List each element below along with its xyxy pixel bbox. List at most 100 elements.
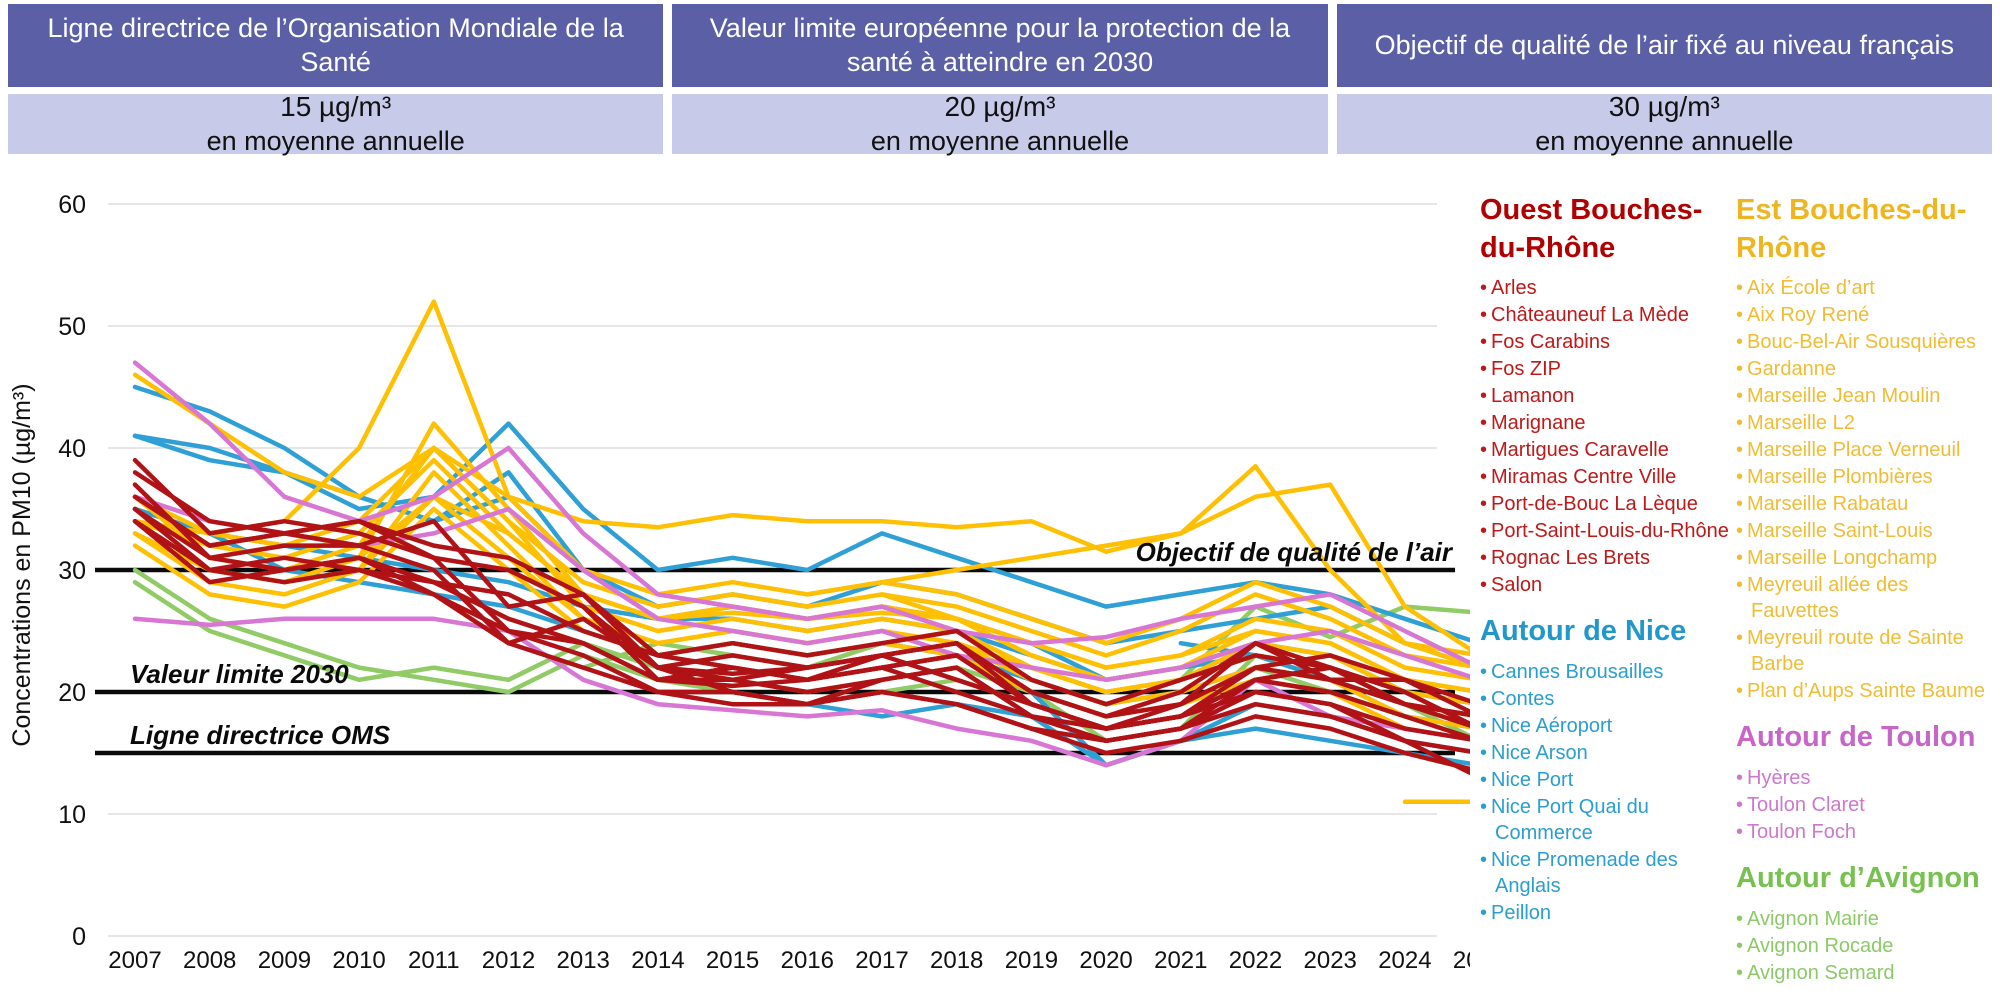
legend-item-fos-carabins: • Fos Carabins — [1480, 331, 1610, 354]
header-eu-value: 20 µg/m³ en moyenne annuelle — [672, 91, 1328, 156]
x-tick-label-2011: 2011 — [408, 947, 460, 974]
who-threshold-value: 15 µg/m³ — [280, 91, 392, 123]
legend-item-marseille-jean-moulin: • Marseille Jean Moulin — [1736, 385, 1941, 408]
legend-item-marseille-plombi-res: • Marseille Plombières — [1736, 466, 1933, 489]
legend-item-port-de-bouc-la-l-que: • Port-de-Bouc La Lèque — [1480, 493, 1698, 516]
fr-threshold-subtitle: en moyenne annuelle — [1535, 125, 1794, 156]
x-tick-label-2007: 2007 — [108, 947, 161, 974]
header-who-value: 15 µg/m³ en moyenne annuelle — [8, 91, 664, 156]
header-fr-title: Objectif de qualité de l’air fixé au niv… — [1336, 4, 1992, 87]
legend-item-nice-a-roport: • Nice Aéroport — [1480, 715, 1613, 738]
header-fr-value: 30 µg/m³ en moyenne annuelle — [1336, 91, 1992, 156]
legend-item-aix-roy-ren-: • Aix Roy René — [1736, 304, 1870, 327]
legend-item-lamanon: • Lamanon — [1480, 385, 1575, 408]
series-line-port-saint-louis-du-rh-ne — [506, 567, 1470, 731]
legend-column-2: Est Bouches-du-Rhône • Aix École d’art • A… — [1736, 192, 1996, 1001]
eu-threshold-subtitle: en moyenne annuelle — [870, 125, 1130, 156]
annotation-20: Valeur limite 2030 — [130, 659, 349, 689]
legend-item-marignane: • Marignane — [1480, 412, 1586, 435]
y-tick-label-50: 50 — [58, 313, 86, 341]
y-tick-label-0: 0 — [72, 923, 86, 951]
legend-group-title: Est Bouches-du-Rhône — [1736, 194, 1967, 264]
legend-group-autour-de-toulon: Autour de Toulon • Hyères • Toulon Claret •… — [1736, 719, 1996, 846]
legend-item-miramas-centre-ville: • Miramas Centre Ville — [1480, 466, 1677, 489]
series-line-rognac-les-brets — [655, 653, 1470, 731]
x-tick-label-2010: 2010 — [332, 947, 385, 974]
legend-item-nice-promenade-des-anglais: • Nice Promenade des Anglais — [1480, 849, 1678, 898]
legend-group-est-bouches-du-rh-ne: Est Bouches-du-Rhône • Aix École d’art • A… — [1736, 192, 1996, 705]
legend-item-toulon-foch: • Toulon Foch — [1736, 821, 1856, 844]
legend-item-meyreuil-all-e-des-fauvettes: • Meyreuil allée des Fauvettes — [1736, 574, 1909, 623]
legend-item-avignon-rocade: • Avignon Rocade — [1736, 934, 1894, 957]
y-tick-label-60: 60 — [58, 191, 86, 219]
who-threshold-subtitle: en moyenne annuelle — [206, 125, 465, 156]
legend-item-salon: • Salon — [1480, 574, 1543, 597]
header-eu-title: Valeur limite européenne pour la protect… — [672, 4, 1328, 87]
legend-item-marseille-place-verneuil: • Marseille Place Verneuil — [1736, 439, 1961, 462]
legend-item-martigues-caravelle: • Martigues Caravelle — [1480, 439, 1669, 462]
legend-item-marseille-l2: • Marseille L2 — [1736, 412, 1855, 435]
legend-item-plan-d-aups-sainte-baume: • Plan d’Aups Sainte Baume — [1736, 680, 1985, 703]
legend-item-contes: • Contes — [1480, 688, 1555, 711]
legend-item-peillon: • Peillon — [1480, 902, 1552, 925]
x-tick-label-2020: 2020 — [1079, 947, 1132, 974]
series-line-martigues-caravelle — [132, 506, 1470, 744]
legend-item-rognac-les-brets: • Rognac Les Brets — [1480, 547, 1650, 570]
legend-group-title: Ouest Bouches-du-Rhône — [1480, 194, 1703, 264]
x-tick-label-2024: 2024 — [1378, 947, 1431, 974]
y-tick-label-40: 40 — [58, 435, 86, 463]
x-tick-label-2013: 2013 — [557, 947, 610, 974]
legend-group-title: Autour d’Avignon — [1736, 862, 1980, 895]
x-tick-label-2017: 2017 — [855, 947, 908, 974]
legend-item-toulon-claret: • Toulon Claret — [1736, 794, 1865, 817]
eu-threshold-value: 20 µg/m³ — [944, 91, 1056, 123]
series-line-marseille-plombi-res — [132, 299, 1470, 657]
legend-group-title: Autour de Nice — [1480, 615, 1687, 648]
legend-column-1: Ouest Bouches-du-Rhône • Arles • Châteaune… — [1480, 192, 1732, 1001]
legend-item-meyreuil-route-de-sainte-barbe: • Meyreuil route de Sainte Barbe — [1736, 627, 1964, 676]
x-tick-label-2012: 2012 — [482, 947, 535, 974]
legend-item-nice-port-quai-du-commerce: • Nice Port Quai du Commerce — [1480, 796, 1649, 845]
legend-group-ouest-bouches-du-rh-ne: Ouest Bouches-du-Rhône • Arles • Châteaune… — [1480, 192, 1732, 599]
legend-item-gardanne: • Gardanne — [1736, 358, 1836, 381]
series-line-salon — [132, 518, 1470, 772]
legend-item-avignon-mairie: • Avignon Mairie — [1736, 907, 1879, 930]
x-tick-label-2021: 2021 — [1154, 947, 1207, 974]
y-tick-label-20: 20 — [58, 679, 86, 707]
legend-item-nice-port: • Nice Port — [1480, 769, 1574, 792]
x-tick-label-2008: 2008 — [183, 947, 236, 974]
legend-item-marseille-rabatau: • Marseille Rabatau — [1736, 493, 1909, 516]
pm10-line-chart: 0 10 20 30 40 50 60 2007 2008 2009 2010 2011 2012 201… — [8, 191, 1470, 974]
fr-threshold-value: 30 µg/m³ — [1608, 91, 1720, 123]
x-tick-label-2019: 2019 — [1005, 947, 1058, 974]
legend-item-fos-zip: • Fos ZIP — [1480, 358, 1562, 381]
legend-item-port-saint-louis-du-rh-ne: • Port-Saint-Louis-du-Rhône — [1480, 520, 1729, 543]
legend-item-ch-teauneuf-la-m-de: • Châteauneuf La Mède — [1480, 304, 1689, 327]
y-axis-title: Concentrations en PM10 (µg/m³) — [8, 383, 36, 746]
legend-item-nice-arson: • Nice Arson — [1480, 742, 1588, 765]
legend-item-arles: • Arles — [1480, 277, 1537, 300]
legend-item-bouc-bel-air-sousqui-res: • Bouc-Bel-Air Sousquières — [1736, 331, 1976, 354]
legend-item-aix-cole-d-art: • Aix École d’art — [1736, 277, 1875, 300]
x-tick-label-2016: 2016 — [781, 947, 834, 974]
legend-item-marseille-longchamp: • Marseille Longchamp — [1736, 547, 1938, 570]
x-tick-label-2014: 2014 — [631, 947, 684, 974]
legend-group-title: Autour de Toulon — [1736, 721, 1976, 754]
x-tick-label-2015: 2015 — [706, 947, 759, 974]
y-tick-label-10: 10 — [58, 801, 86, 829]
legend-group-autour-de-nice: Autour de Nice • Cannes Brousailles • Cont… — [1480, 613, 1732, 927]
series-line-marseille-l2 — [805, 482, 1470, 652]
x-tick-label-2023: 2023 — [1304, 947, 1357, 974]
y-tick-label-30: 30 — [58, 557, 86, 585]
legend-item-hy-res: • Hyères — [1736, 767, 1811, 790]
annotation-15: Ligne directrice OMS — [130, 720, 391, 750]
legend-item-cannes-brousailles: • Cannes Brousailles — [1480, 661, 1664, 684]
legend-group-autour-d-avignon: Autour d’Avignon • Avignon Mairie • Avigno… — [1736, 860, 1996, 987]
legend-item-avignon-semard: • Avignon Semard — [1736, 961, 1895, 984]
guideline-header: Ligne directrice de l’Organisation Mondi… — [0, 0, 2000, 158]
station-legend: Ouest Bouches-du-Rhône • Arles • Châteaune… — [1480, 192, 1996, 1001]
legend-item-marseille-saint-louis: • Marseille Saint-Louis — [1736, 520, 1933, 543]
series-line-marseille-rabatau — [132, 372, 1470, 669]
x-tick-label-2009: 2009 — [258, 947, 311, 974]
header-who-title: Ligne directrice de l’Organisation Mondi… — [8, 4, 664, 87]
